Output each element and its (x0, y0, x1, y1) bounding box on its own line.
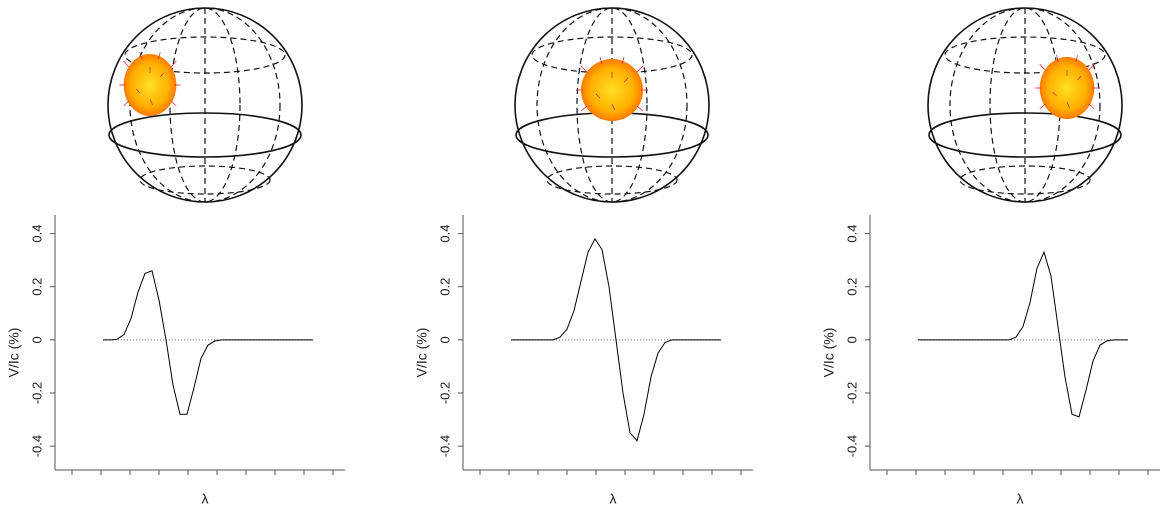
profile-line (511, 237, 721, 442)
x-axis-label: λ (1017, 491, 1024, 507)
y-tick-label: 0.2 (437, 278, 452, 296)
y-tick-label: 0.2 (29, 278, 44, 296)
y-tick-label: 0 (844, 336, 859, 343)
y-tick-label: 0.4 (29, 225, 44, 243)
profile-line (918, 250, 1128, 418)
y-tick-label: -0.4 (29, 435, 44, 457)
y-tick-label: 0.2 (844, 278, 859, 296)
y-axis-label: V/Ic (%) (414, 328, 430, 378)
y-tick-label: -0.2 (29, 382, 44, 404)
sphere-3 (927, 7, 1123, 203)
y-tick-label: 0 (29, 336, 44, 343)
y-tick-label: -0.2 (844, 382, 859, 404)
y-tick-label: 0.4 (437, 225, 452, 243)
x-axis-label: λ (610, 491, 617, 507)
y-tick-label: 0 (437, 336, 452, 343)
sphere-1 (107, 7, 303, 203)
x-axis-label: λ (202, 491, 209, 507)
sphere-2 (514, 7, 710, 203)
y-tick-label: -0.4 (844, 435, 859, 457)
profile-line (103, 270, 313, 415)
y-tick-label: 0.4 (844, 225, 859, 243)
y-tick-label: -0.2 (437, 382, 452, 404)
y-tick-label: -0.4 (437, 435, 452, 457)
y-axis-label: V/Ic (%) (821, 328, 837, 378)
y-axis-label: V/Ic (%) (6, 328, 22, 378)
